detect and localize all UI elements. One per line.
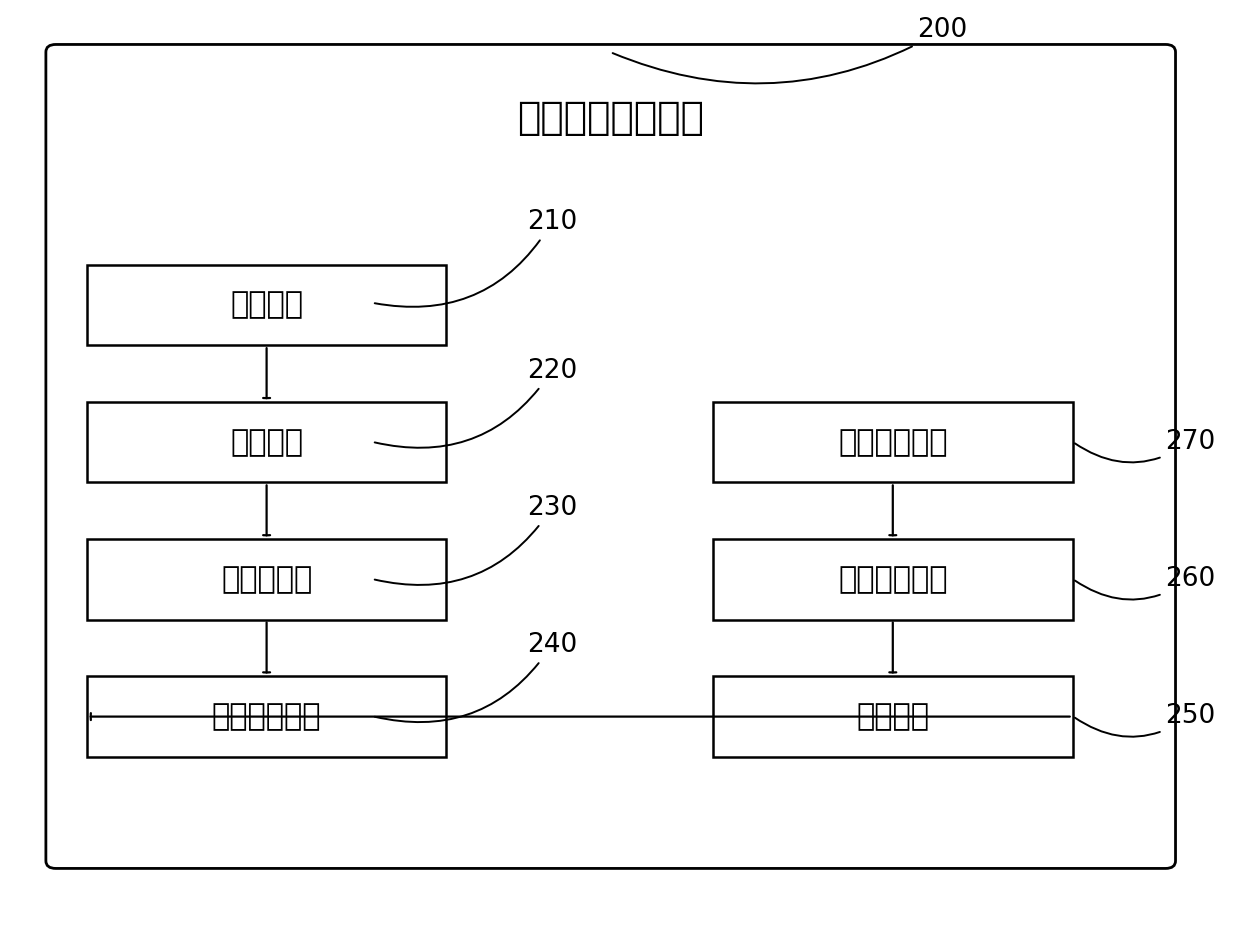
Text: 210: 210 — [374, 209, 577, 307]
Text: 270: 270 — [1075, 429, 1215, 463]
Text: 第二分割模块: 第二分割模块 — [838, 565, 947, 594]
Bar — [713, 402, 1073, 482]
Bar — [87, 402, 446, 482]
Text: 240: 240 — [374, 632, 577, 722]
Text: 250: 250 — [1075, 703, 1215, 737]
Text: 截取模块: 截取模块 — [231, 428, 303, 457]
Text: 第一分割模块: 第一分割模块 — [212, 702, 321, 731]
Text: 获取模块: 获取模块 — [231, 290, 303, 320]
Text: 260: 260 — [1075, 566, 1215, 600]
Text: 标准化模块: 标准化模块 — [221, 565, 312, 594]
Bar — [713, 676, 1073, 757]
Text: 230: 230 — [374, 495, 577, 585]
Text: 压缩模块: 压缩模块 — [857, 702, 929, 731]
Bar — [87, 265, 446, 345]
Bar — [87, 539, 446, 620]
Bar — [713, 539, 1073, 620]
FancyBboxPatch shape — [46, 44, 1176, 868]
Bar — [87, 676, 446, 757]
Text: 200: 200 — [613, 17, 967, 83]
Text: 错分修正模块: 错分修正模块 — [838, 428, 947, 457]
Text: 220: 220 — [374, 358, 577, 447]
Text: 夹层动脉分割装置: 夹层动脉分割装置 — [517, 99, 703, 137]
